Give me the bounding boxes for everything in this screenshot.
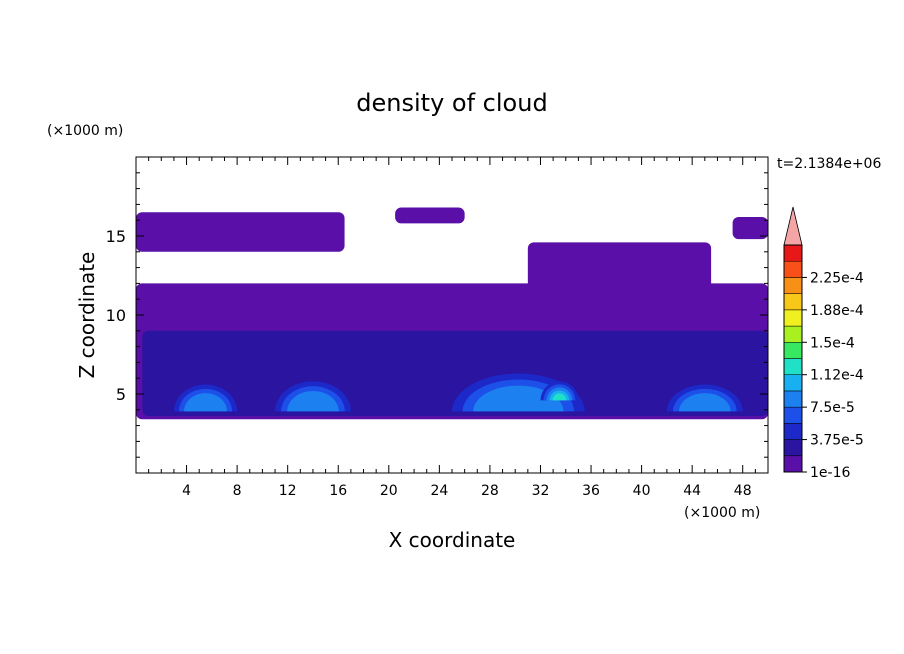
x-unit-label: (×1000 m)	[684, 505, 760, 521]
y-unit-label: (×1000 m)	[47, 123, 123, 139]
colorbar-swatch	[783, 293, 803, 311]
axis-ticks	[136, 157, 768, 473]
colorbar-label: 2.25e-4	[810, 270, 864, 286]
x-tick-label: 20	[380, 483, 398, 499]
x-tick-label: 24	[430, 483, 448, 499]
x-tick-label: 32	[532, 483, 550, 499]
y-tick-label: 15	[106, 227, 126, 246]
cloud-cell-7-level-4	[287, 390, 339, 412]
x-tick-labels: 4 8 12 16 20 24 28 32 36 40 44 48	[182, 483, 752, 499]
colorbar-swatch	[783, 325, 803, 343]
cloud-cell-9-level-4	[679, 393, 731, 412]
cloud-cell-10-level-6	[552, 393, 567, 401]
colorbar-frame	[783, 244, 803, 473]
colorbar-swatch	[783, 358, 803, 375]
colorbar-swatch	[783, 390, 803, 408]
chart-title: density of cloud	[356, 89, 547, 117]
colorbar-swatch	[783, 439, 803, 457]
colorbar-swatch	[783, 277, 803, 294]
x-tick-label: 44	[683, 483, 701, 499]
colorbar-label: 1.12e-4	[810, 368, 864, 384]
x-axis-label: X coordinate	[389, 528, 516, 552]
x-tick-label: 4	[182, 483, 191, 499]
colorbar-swatch	[783, 455, 803, 473]
colorbar-swatch	[783, 406, 803, 424]
x-tick-label: 36	[582, 483, 600, 499]
colorbar-swatch	[783, 244, 803, 262]
density-field	[136, 207, 768, 420]
colorbar-swatch	[783, 260, 803, 278]
colorbar-swatch	[783, 342, 803, 359]
colorbar-extend-arrow	[783, 206, 803, 246]
x-tick-label: 48	[734, 483, 752, 499]
cloud-cell-6-level-4	[184, 393, 228, 412]
colorbar: 1e-16 3.75e-5 7.5e-5 1.12e-4 1.5e-4 1.88e-4 2.…	[783, 206, 864, 481]
time-label: t=2.1384e+06	[777, 156, 881, 172]
y-tick-label: 5	[116, 385, 126, 404]
x-tick-label: 40	[633, 483, 651, 499]
cloud-cell-8-level-4	[473, 385, 564, 412]
cloud-region-1	[136, 212, 345, 252]
y-tick-label: 10	[106, 306, 126, 325]
cloud-region-4	[732, 217, 768, 240]
colorbar-label: 1e-16	[810, 465, 850, 481]
colorbar-swatch	[783, 374, 803, 392]
colorbar-label: 7.5e-5	[810, 400, 855, 416]
cloud-region-2	[395, 207, 465, 224]
y-tick-labels: 5 10 15	[106, 227, 126, 404]
cloud-cells	[173, 373, 743, 412]
colorbar-swatch	[783, 423, 803, 440]
colorbar-label: 1.88e-4	[810, 303, 864, 319]
y-axis-label: Z coordinate	[75, 252, 99, 379]
x-tick-label: 16	[329, 483, 347, 499]
x-tick-label: 8	[233, 483, 242, 499]
x-tick-label: 12	[279, 483, 297, 499]
colorbar-label: 3.75e-5	[810, 433, 864, 449]
colorbar-label: 1.5e-4	[810, 335, 855, 351]
cloud-region-3	[527, 242, 712, 292]
colorbar-swatch	[783, 309, 803, 327]
x-tick-label: 28	[481, 483, 499, 499]
